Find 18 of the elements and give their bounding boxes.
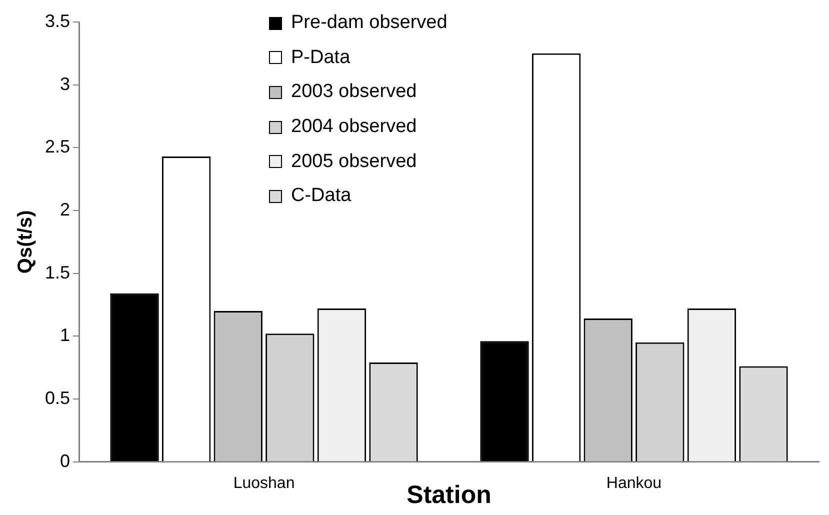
x-tick-label: Luoshan: [233, 474, 295, 492]
legend-label: P-Data: [291, 46, 350, 69]
y-tick-label: 0: [60, 450, 70, 471]
legend-label: 2003 observed: [291, 81, 417, 104]
y-axis-title: Qs(t/s): [14, 210, 37, 274]
legend-label: C-Data: [291, 185, 352, 208]
x-tick-label: Hankou: [606, 474, 662, 492]
y-tick-label: 0.5: [44, 388, 70, 408]
y-tick-label: 2.5: [44, 136, 70, 157]
y-tick-label: 2: [60, 199, 70, 220]
legend-label: 2005 observed: [291, 150, 417, 173]
y-tick-label: 1: [60, 325, 70, 346]
legend-label: Pre-dam observed: [291, 12, 448, 34]
y-tick-label: 3.5: [44, 10, 70, 31]
y-tick-label: 3: [60, 74, 70, 94]
y-tick-label: 1.5: [44, 262, 70, 282]
x-axis-title: Station: [406, 480, 492, 509]
legend-label: 2004 observed: [291, 116, 417, 138]
